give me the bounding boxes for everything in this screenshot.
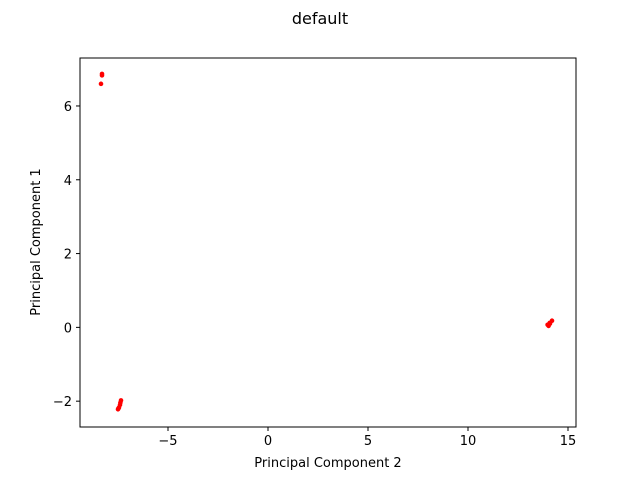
y-tick-label: 2: [64, 248, 72, 263]
data-point: [547, 321, 553, 326]
x-tick-label: 0: [264, 434, 272, 449]
x-tick-label: 5: [364, 434, 372, 449]
y-axis: −2 0 2 4 6: [53, 100, 80, 410]
x-axis-label: Principal Component 2: [254, 456, 401, 471]
data-point: [99, 73, 105, 78]
y-tick-label: 0: [64, 321, 72, 336]
y-tick-label: 4: [64, 174, 72, 189]
data-point: [116, 406, 121, 411]
y-axis-label: Principal Component 1: [29, 168, 44, 315]
x-axis: −5 0 5 10 15: [158, 427, 576, 449]
axes-frame: [79, 57, 577, 428]
y-tick-label: 6: [64, 100, 72, 115]
figure-title: default: [292, 9, 348, 28]
x-tick-label: 10: [460, 434, 477, 449]
data-point: [98, 81, 104, 87]
plot-area: [98, 71, 555, 412]
x-tick-label: 15: [560, 434, 577, 449]
x-tick-label: −5: [158, 434, 177, 449]
y-tick-label: −2: [53, 395, 72, 410]
